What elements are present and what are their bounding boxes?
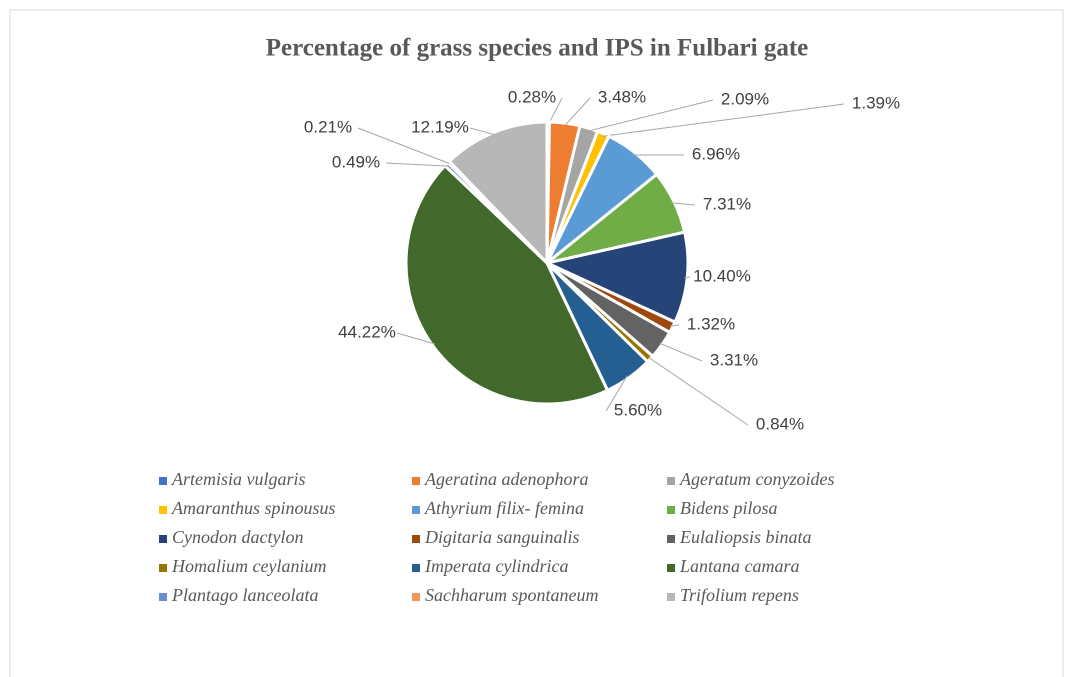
legend-label: Ageratina adenophora bbox=[424, 469, 589, 489]
data-label: 1.39% bbox=[852, 93, 900, 112]
leader-line bbox=[605, 375, 628, 412]
legend-swatch bbox=[412, 593, 420, 601]
legend-label: Homalium ceylanium bbox=[171, 556, 326, 576]
legend-label: Plantago lanceolata bbox=[171, 585, 318, 605]
chart-title: Percentage of grass species and IPS in F… bbox=[266, 35, 809, 62]
legend-swatch bbox=[667, 506, 675, 514]
legend-label: Athyrium filix- femina bbox=[424, 498, 584, 518]
legend-label: Digitaria sanguinalis bbox=[424, 527, 580, 547]
leader-line bbox=[659, 342, 703, 362]
legend-label: Bidens pilosa bbox=[680, 498, 778, 518]
legend-swatch bbox=[412, 564, 420, 572]
data-label: 3.31% bbox=[710, 350, 758, 369]
leader-line bbox=[684, 276, 691, 279]
data-label: 0.49% bbox=[332, 152, 380, 171]
legend-label: Ageratum conyzoides bbox=[679, 469, 834, 489]
legend-label: Imperata cylindrica bbox=[424, 556, 568, 576]
pie-slice bbox=[447, 120, 549, 267]
data-label: 6.96% bbox=[692, 144, 740, 163]
legend-label: Lantana camara bbox=[679, 556, 800, 576]
legend-label: Artemisia vulgaris bbox=[171, 469, 306, 489]
leader-line bbox=[385, 162, 449, 167]
legend-label: Cynodon dactylon bbox=[172, 527, 303, 547]
pie-slice bbox=[542, 230, 690, 325]
leader-line bbox=[602, 103, 845, 137]
legend-swatch bbox=[159, 593, 167, 601]
legend-swatch bbox=[412, 535, 420, 543]
leader-line bbox=[587, 99, 714, 132]
data-label: 5.60% bbox=[614, 400, 662, 419]
legend-swatch bbox=[667, 564, 675, 572]
leader-line bbox=[357, 127, 451, 165]
leader-line bbox=[669, 324, 680, 327]
data-label: 2.09% bbox=[721, 89, 769, 108]
legend-swatch bbox=[159, 564, 167, 572]
leader-line bbox=[469, 127, 496, 136]
leader-line bbox=[647, 356, 749, 426]
data-label: 7.31% bbox=[703, 194, 751, 213]
leader-line bbox=[547, 97, 563, 126]
legend-swatch bbox=[159, 506, 167, 514]
data-label: 0.21% bbox=[304, 117, 352, 136]
data-label: 0.84% bbox=[756, 414, 804, 433]
data-label: 1.32% bbox=[687, 314, 735, 333]
legend-label: Trifolium repens bbox=[680, 585, 799, 605]
legend-label: Sachharum spontaneum bbox=[425, 585, 599, 605]
data-label: 12.19% bbox=[411, 117, 469, 136]
data-label: 3.48% bbox=[598, 87, 646, 106]
leader-line bbox=[671, 202, 696, 206]
legend-label: Eulaliopsis binata bbox=[679, 527, 812, 547]
legend-swatch bbox=[159, 535, 167, 543]
legend-swatch bbox=[667, 535, 675, 543]
data-label: 44.22% bbox=[338, 322, 396, 341]
data-label: 10.40% bbox=[693, 266, 751, 285]
leader-line bbox=[396, 332, 436, 345]
legend-swatch bbox=[667, 593, 675, 601]
leader-line bbox=[564, 97, 591, 127]
legend-swatch bbox=[159, 477, 167, 485]
legend-label: Amaranthus spinousus bbox=[171, 498, 336, 518]
legend-swatch bbox=[667, 477, 675, 485]
legend-swatch bbox=[412, 477, 420, 485]
legend-swatch bbox=[412, 506, 420, 514]
data-label: 0.28% bbox=[508, 87, 556, 106]
pie-slice bbox=[404, 163, 610, 406]
